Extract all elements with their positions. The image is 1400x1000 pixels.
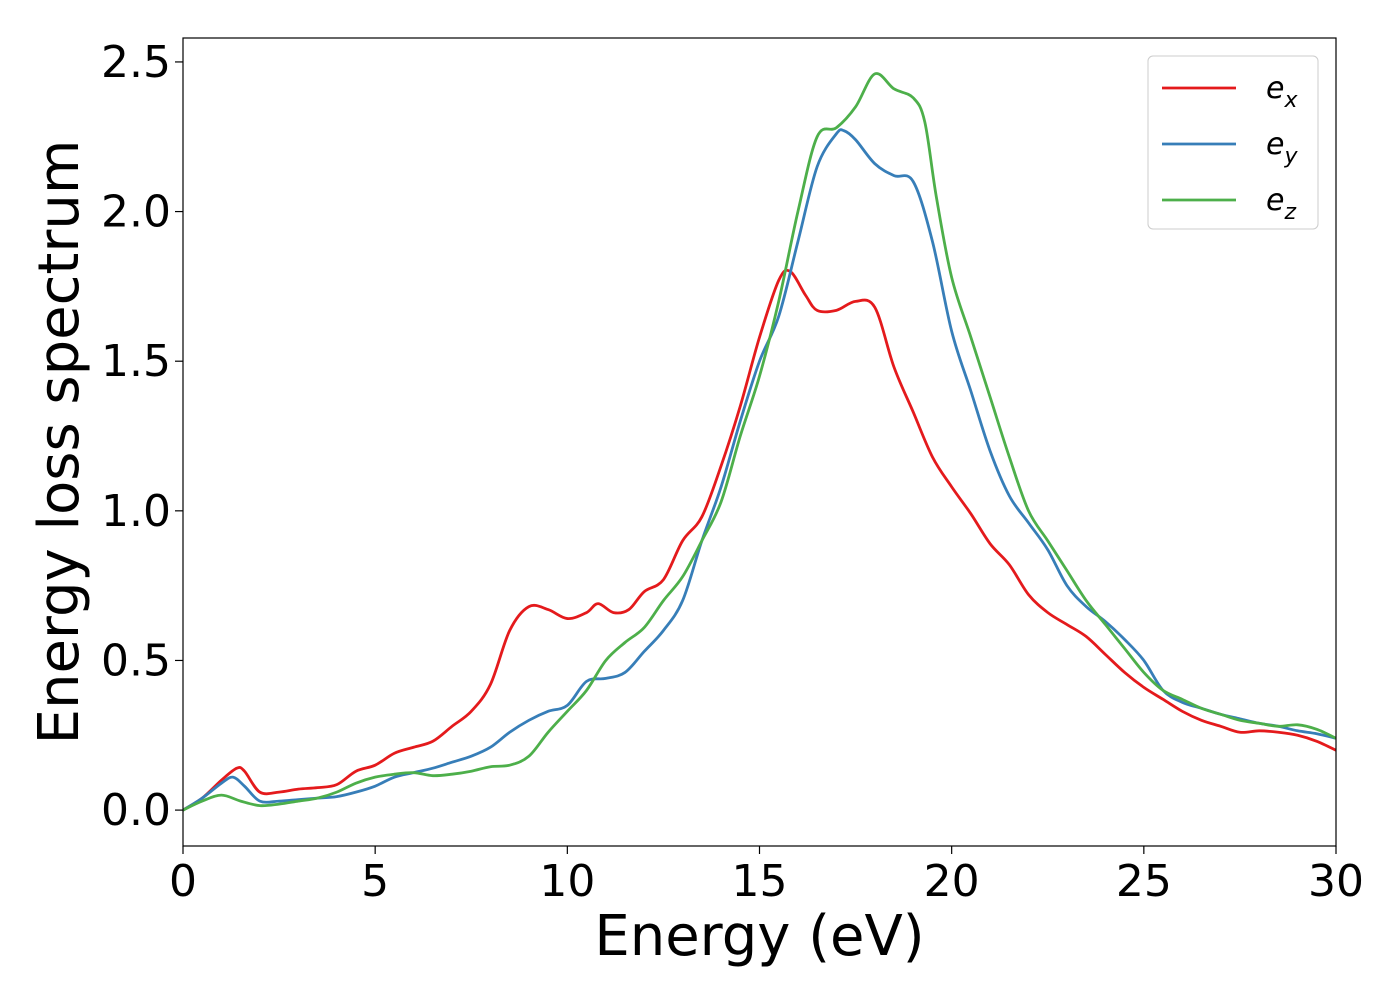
legend-box [1147,55,1319,230]
y-axis-label: Energy loss spectrum [27,140,92,745]
x-axis-label: Energy (eV) [594,904,924,969]
y-tick-label: 1.0 [101,486,171,537]
x-tick-label: 15 [732,856,788,907]
y-tick-label: 2.0 [101,187,171,238]
plot-frame [182,37,1337,847]
legend-label-x: ex [1266,71,1298,113]
x-axis-ticks: 0 5 10 15 20 25 30 [169,846,1364,907]
legend: ex ey ez [1147,55,1319,230]
x-tick-label: 20 [924,856,980,907]
legend-label-y: ey [1266,127,1298,169]
y-tick-label: 0.0 [101,785,171,836]
y-tick-label: 2.5 [101,37,171,88]
x-tick-label: 0 [169,856,197,907]
x-tick-label: 5 [361,856,389,907]
y-tick-label: 0.5 [101,635,171,686]
x-tick-label: 10 [539,856,595,907]
plot-lines [183,72,1336,812]
x-tick-label: 30 [1308,856,1364,907]
y-tick-label: 1.5 [101,336,171,387]
series-line-y [183,128,1336,812]
series-line-x [183,268,1336,812]
series-line-z [183,72,1336,812]
legend-label-z: ez [1266,183,1296,225]
x-tick-label: 25 [1116,856,1172,907]
y-axis-ticks: 0.0 0.5 1.0 1.5 2.0 2.5 [101,37,183,836]
